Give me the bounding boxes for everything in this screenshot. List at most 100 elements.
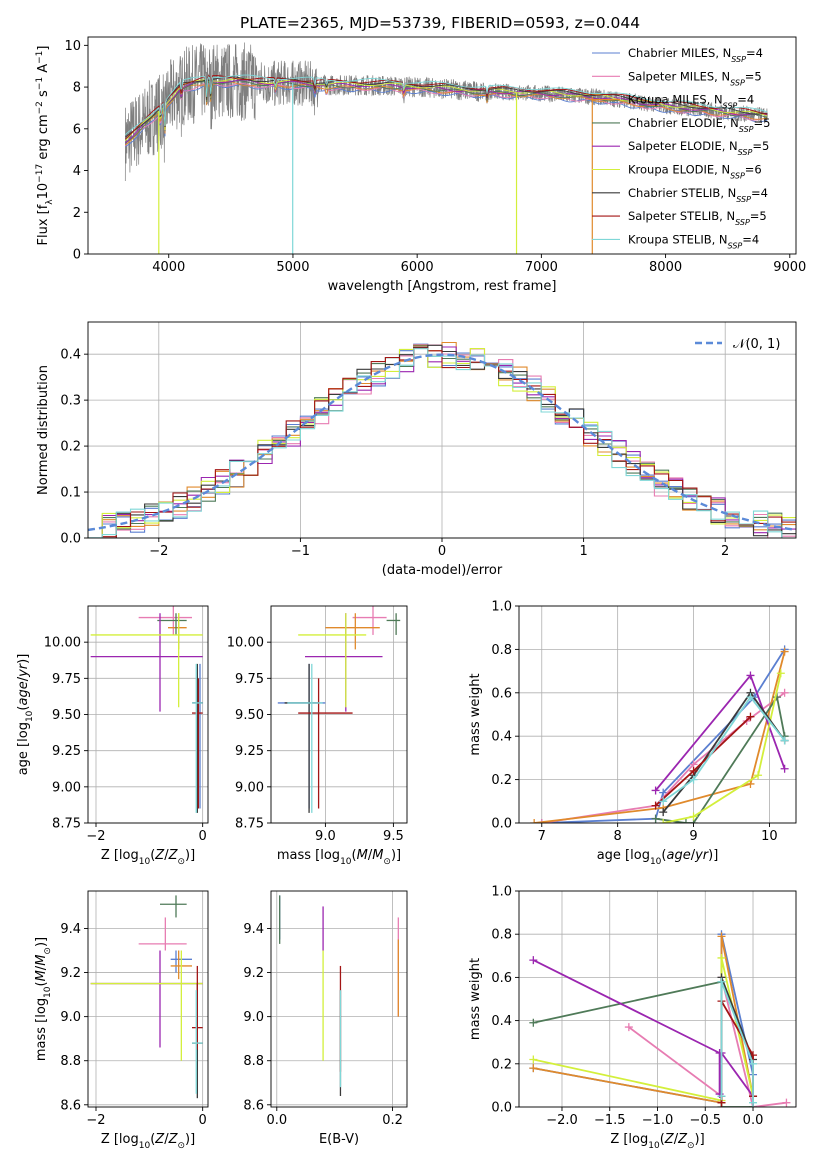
x-axis-label: Z [log10(Z/Z⊙)] [101, 1132, 195, 1151]
model-spectrum-chabrier_miles [125, 83, 768, 147]
chart-mass_vs_z: −2 0 8.6 8.8 9.0 9.2 9.4 Z [log10(Z/Z⊙)] mass [l… [34, 890, 209, 1151]
weight-line-kroupa_stelib [720, 981, 754, 1103]
weight-marker [537, 819, 546, 823]
weight-marker [659, 819, 668, 823]
errorbar-point-kroupa_stelib [192, 990, 203, 1094]
y-tick-label: 0.8 [491, 928, 512, 943]
x-tick-label: −2.0 [546, 1113, 578, 1128]
x-tick-label: 9.5 [383, 829, 404, 844]
x-axis-label: E(B-V) [319, 1132, 359, 1147]
weight-marker [754, 771, 763, 780]
y-tick-label: 9.00 [52, 780, 81, 795]
y-tick-label: 9.4 [243, 922, 264, 937]
axes-frame-residuals: −2 −1 0 1 2 0.0 0.1 0.2 0.3 0.4 (data-model)/error… [36, 321, 797, 578]
weight-marker [780, 647, 789, 656]
y-tick-label: 0.0 [60, 532, 81, 547]
axes-frame-mass_vs_z: −2 0 8.6 8.8 9.0 9.2 9.4 Z [log10(Z/Z⊙)] mass [l… [34, 890, 209, 1151]
errorbar-point-salpeter_miles [138, 917, 187, 951]
x-tick-label: 8000 [649, 260, 682, 275]
figure-title: PLATE=2365, MJD=53739, FIBERID=0593, z=0… [240, 14, 640, 32]
y-axis-label: age [log10(age/yr)] [16, 654, 35, 776]
weight-marker [651, 801, 660, 810]
y-tick-label: 10.00 [227, 636, 264, 651]
errorbar-point-kroupa_elodie [90, 950, 203, 1061]
x-axis-label: mass [log10(M/M⊙)] [277, 848, 401, 867]
y-axis-label: mass [log10(M/M⊙)] [34, 937, 53, 1061]
weight-marker [782, 1098, 791, 1107]
plot-area-weight_vs_age [530, 645, 789, 823]
x-axis-label: Z [log10(Z/Z⊙)] [101, 848, 195, 867]
weight-marker [717, 977, 726, 986]
x-tick-label: 7000 [525, 260, 558, 275]
legend-entry: Salpeter MILES, NSSP=5 [628, 69, 762, 87]
legend-entry: Chabrier MILES, NSSP=4 [628, 46, 763, 64]
x-tick-label: 0 [199, 1113, 207, 1128]
x-tick-label: 0.0 [743, 1113, 764, 1128]
x-tick-label: 6000 [401, 260, 434, 275]
weight-marker [749, 1098, 758, 1107]
y-tick-label: 9.00 [235, 780, 264, 795]
weight-marker [776, 669, 785, 678]
weight-marker [659, 797, 668, 806]
y-tick-label: 9.25 [52, 744, 81, 759]
weight-marker [773, 693, 782, 702]
legend-entry: Chabrier ELODIE, NSSP=5 [628, 116, 770, 133]
x-tick-label: −0.5 [689, 1113, 721, 1128]
y-tick-label: 0.0 [491, 817, 512, 832]
weight-marker [651, 814, 660, 823]
y-tick-label: 8.75 [235, 817, 264, 832]
errorbar-point-salpeter_stelib [192, 965, 203, 1050]
y-tick-label: 8.75 [52, 817, 81, 832]
y-tick-label: 0.0 [491, 1101, 512, 1116]
histogram-salpeter_stelib [88, 347, 796, 538]
normal-distribution-curve [88, 353, 794, 532]
errorbar-point-salpeter_stelib [298, 678, 353, 809]
y-tick-label: 9.50 [52, 708, 81, 723]
plots-layer: 4000 5000 6000 7000 8000 90000246810wavelengt… [16, 36, 806, 1151]
axes-frame-age_vs_z: −2 0 8.75 9.00 9.25 9.50 9.75 10.00 Z [log10(Z/Z… [16, 605, 209, 867]
legend-entry: 𝒩(0, 1) [733, 337, 780, 352]
x-tick-label: 9000 [773, 260, 806, 275]
chart-spectrum: 4000 5000 6000 7000 8000 9000 0 2 4 6 8 10 wavelengt… [35, 36, 806, 294]
errorbar-point-kroupa_stelib [192, 663, 203, 813]
errorbar-point-kroupa_elodie [90, 613, 203, 708]
x-tick-label: −2 [86, 829, 105, 844]
y-tick-label: 6 [73, 122, 81, 137]
y-tick-label: 1.0 [491, 600, 512, 615]
weight-marker [780, 764, 789, 773]
plot-area-mass_vs_z [90, 895, 203, 1099]
x-tick-label: −1 [291, 544, 310, 559]
x-tick-label: −2 [149, 544, 168, 559]
errorbar-point-kroupa_elodie [298, 613, 367, 708]
y-tick-label: 9.2 [60, 966, 81, 981]
y-tick-label: 0.2 [60, 440, 81, 455]
plot-area-residuals [88, 341, 796, 538]
model-spectrum-salpeter_miles [124, 82, 768, 147]
errorbar-point-chabrier_elodie [386, 613, 401, 635]
axes-border [518, 605, 797, 824]
plot-area-mass_vs_ebv [279, 895, 399, 1096]
weight-marker [689, 766, 698, 775]
chart-age_vs_mass: 9.0 9.5 8.75 9.00 9.25 9.50 9.75 10.00 mass [log… [227, 605, 408, 867]
legend-entry: Kroupa MILES, NSSP=4 [628, 93, 754, 111]
chart-residuals: −2 −1 0 1 2 0.0 0.1 0.2 0.3 0.4 (data-model)/error… [36, 321, 797, 578]
weight-marker [624, 1023, 633, 1032]
axes-frame-spectrum: 4000 5000 6000 7000 8000 9000 0 2 4 6 8 10 wavelengt… [35, 36, 806, 294]
y-tick-label: 9.0 [243, 1010, 264, 1025]
y-tick-label: 0.2 [491, 773, 512, 788]
x-axis-label: wavelength [Angstrom, rest frame] [328, 279, 557, 294]
x-tick-label: 4000 [152, 260, 185, 275]
weight-marker [529, 956, 538, 965]
x-axis-label: Z [log10(Z/Z⊙)] [610, 1132, 704, 1151]
plot-area-age_vs_z [90, 606, 203, 813]
chart-weight_vs_z: −2.0 −1.5 −1.0 −0.5 0.0 0.0 0.2 0.4 0.6 0.8 1.0 Z [… [468, 885, 797, 1151]
y-tick-label: 0.3 [60, 394, 81, 409]
weight-line-kroupa_stelib [662, 695, 786, 803]
weight-marker [659, 808, 668, 817]
weight-marker [746, 712, 755, 721]
weight-line-chabrier_elodie [655, 694, 786, 823]
y-axis-label: mass weight [468, 673, 483, 755]
spectrum-legend: Chabrier MILES, NSSP=4 Salpeter MILES, NS… [592, 46, 770, 250]
